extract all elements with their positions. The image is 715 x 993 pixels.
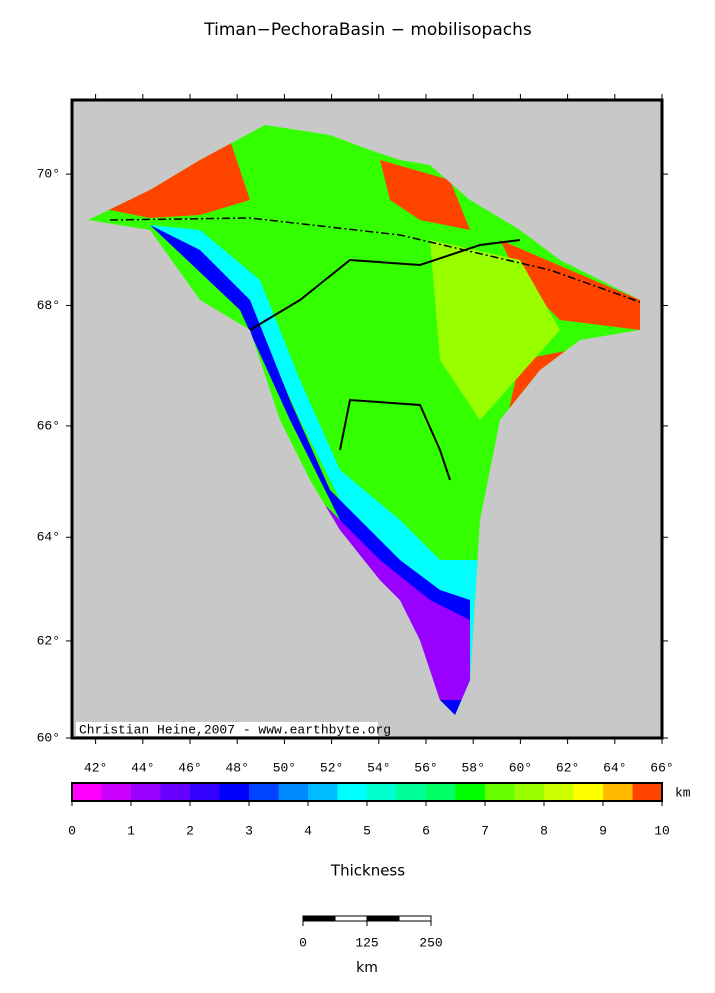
- x-tick-label: 64°: [603, 760, 626, 775]
- colorbar-swatch: [308, 783, 338, 801]
- scale-segment: [366, 915, 400, 922]
- x-tick-label: 62°: [556, 760, 579, 775]
- colorbar-tick-label: 4: [304, 823, 312, 838]
- scale-tick-label: 0: [299, 935, 307, 950]
- colorbar-swatch: [367, 783, 397, 801]
- colorbar-swatch: [485, 783, 515, 801]
- y-tick-label: 62°: [37, 633, 60, 648]
- title: Timan−PechoraBasin − mobilisopachs: [203, 20, 532, 40]
- colorbar-tick-label: 5: [363, 823, 371, 838]
- scale-segment: [398, 915, 432, 922]
- scale-tick-label: 125: [355, 935, 378, 950]
- colorbar-tick-label: 7: [481, 823, 489, 838]
- y-tick-label: 70°: [37, 167, 60, 182]
- profile-line: [109, 217, 641, 303]
- x-tick-label: 60°: [509, 760, 532, 775]
- colorbar-tick-label: 1: [127, 823, 135, 838]
- y-tick-label: 64°: [37, 530, 60, 545]
- colorbar-swatch: [190, 783, 220, 801]
- x-tick-label: 44°: [131, 760, 154, 775]
- scale-tick-label: 250: [419, 935, 442, 950]
- x-tick-label: 48°: [225, 760, 248, 775]
- x-tick-label: 54°: [367, 760, 390, 775]
- x-tick-label: 50°: [273, 760, 296, 775]
- boundary: [339, 398, 451, 481]
- map-frame: [70, 98, 664, 740]
- scale-unit: km: [356, 960, 378, 976]
- colorbar-swatch: [544, 783, 574, 801]
- colorbar-swatch: [426, 783, 456, 801]
- coastline: [249, 239, 521, 331]
- colorbar-swatch: [249, 783, 279, 801]
- colorbar-swatch: [603, 783, 633, 801]
- x-tick-label: 46°: [178, 760, 201, 775]
- colorbar-tick-label: 6: [422, 823, 430, 838]
- y-tick-label: 68°: [37, 298, 60, 313]
- colorbar-swatch: [514, 783, 545, 801]
- scale-segment: [302, 915, 336, 922]
- x-tick-label: 42°: [84, 760, 107, 775]
- colorbar-swatch: [337, 783, 368, 801]
- y-tick-label: 60°: [37, 730, 60, 745]
- colorbar-tick-label: 10: [654, 823, 670, 838]
- x-tick-label: 58°: [461, 760, 484, 775]
- x-tick-label: 66°: [650, 760, 673, 775]
- colorbar-swatch: [632, 783, 663, 801]
- colorbar-unit: km: [675, 785, 691, 800]
- colorbar-swatch: [219, 783, 250, 801]
- colorbar-swatch: [278, 783, 309, 801]
- colorbar-swatch: [160, 783, 191, 801]
- x-tick-label: 52°: [320, 760, 343, 775]
- colorbar-swatch: [131, 783, 161, 801]
- colorbar-swatch: [396, 783, 427, 801]
- colorbar-tick-label: 8: [540, 823, 548, 838]
- colorbar-label: Thickness: [330, 862, 405, 880]
- colorbar-swatch: [72, 783, 102, 801]
- colorbar-tick-label: 3: [245, 823, 253, 838]
- y-tick-label: 66°: [37, 418, 60, 433]
- credit-box: [76, 722, 378, 736]
- credit: Christian Heine,2007 - www.earthbyte.org: [79, 722, 391, 737]
- colorbar-tick-label: 9: [599, 823, 607, 838]
- colorbar-swatch: [101, 783, 132, 801]
- scale-segment: [334, 915, 368, 922]
- colorbar-tick-label: 0: [68, 823, 76, 838]
- colorbar-swatch: [573, 783, 604, 801]
- colorbar-swatch: [455, 783, 486, 801]
- colorbar-tick-label: 2: [186, 823, 194, 838]
- x-tick-label: 56°: [414, 760, 437, 775]
